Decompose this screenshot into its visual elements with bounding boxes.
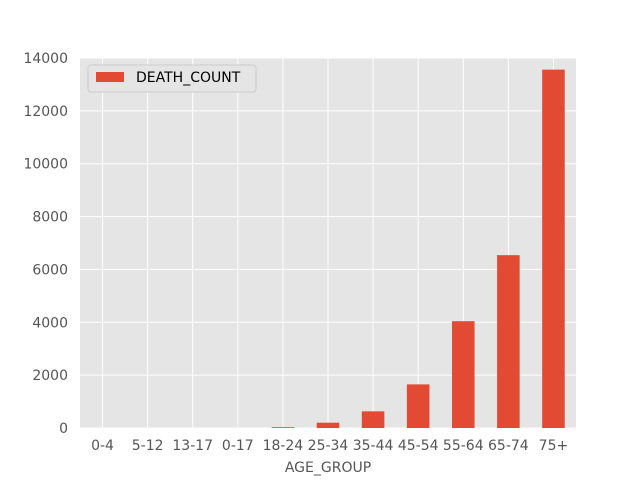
- y-tick-labels: 0 2000 4000 6000 8000 10000 12000 14000: [23, 51, 68, 437]
- x-tick-label: 35-44: [353, 438, 394, 454]
- x-tick-label: 45-54: [398, 438, 439, 454]
- y-tick-label: 6000: [32, 262, 68, 278]
- x-tick-label: 75+: [539, 438, 569, 454]
- legend-label: DEATH_COUNT: [136, 70, 241, 86]
- y-tick-label: 0: [59, 421, 68, 437]
- bar: [271, 427, 295, 428]
- bar: [361, 411, 385, 428]
- bar: [452, 321, 475, 428]
- x-tick-label: 18-24: [263, 438, 304, 454]
- x-tick-label: 13-17: [172, 438, 213, 454]
- x-axis-label: AGE_GROUP: [285, 460, 371, 476]
- y-tick-label: 4000: [32, 315, 68, 331]
- y-tick-label: 10000: [23, 157, 68, 173]
- legend-swatch: [96, 72, 124, 82]
- y-tick-label: 12000: [23, 104, 68, 120]
- y-tick-label: 8000: [32, 210, 68, 226]
- bar: [542, 69, 565, 428]
- x-tick-labels: 0-4 5-12 13-17 0-17 18-24 25-34 35-44 45-54 55-6…: [91, 438, 568, 454]
- x-tick-label: 5-12: [132, 438, 164, 454]
- x-tick-label: 0-4: [91, 438, 114, 454]
- legend-box: [87, 64, 257, 93]
- bars: [271, 69, 565, 428]
- x-tick-label: 25-34: [308, 438, 349, 454]
- legend: DEATH_COUNT: [87, 64, 257, 93]
- x-tick-label: 65-74: [488, 438, 529, 454]
- y-tick-label: 14000: [23, 51, 68, 67]
- bar: [406, 384, 430, 428]
- x-tick-label: 55-64: [443, 438, 484, 454]
- bar: [497, 255, 520, 428]
- x-tick-label: 0-17: [222, 438, 254, 454]
- y-tick-label: 2000: [32, 368, 68, 384]
- bar: [316, 422, 340, 428]
